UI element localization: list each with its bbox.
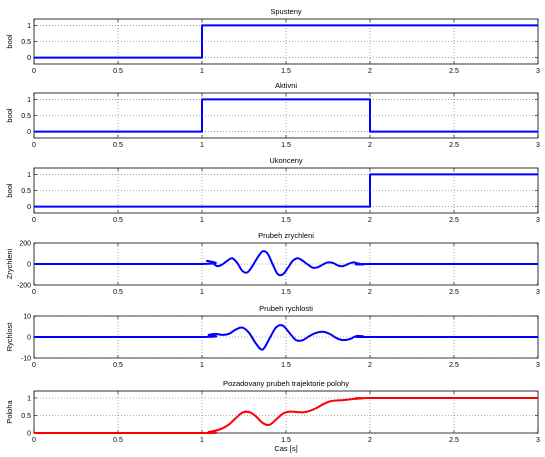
- x-tick-label: 3: [536, 142, 540, 149]
- x-tick-label: 0.5: [113, 362, 123, 369]
- x-tick-label: 1: [200, 68, 204, 75]
- series-line: [34, 98, 538, 133]
- x-tick-label: 0.5: [113, 68, 123, 75]
- subplot-title: Prubeh zrychleni: [258, 231, 314, 240]
- y-axis-label: bool: [5, 108, 14, 123]
- x-tick-label: 2.5: [449, 437, 459, 444]
- y-tick-label: 0: [27, 335, 31, 342]
- y-tick-label: 1: [27, 172, 31, 179]
- x-tick-label: 1.5: [281, 217, 291, 224]
- x-tick-label: 1: [200, 217, 204, 224]
- subplot-2: 0 0.5 1 1.5 2 2.5 3 0 0.5 1 Aktivni bool: [5, 81, 540, 149]
- subplot-title: Pozadovany prubeh trajektorie polohy: [223, 379, 349, 388]
- subplot-title: Ukonceny: [269, 156, 303, 165]
- x-axis-label: Cas [s]: [274, 444, 297, 453]
- subplot-3: 0 0.5 1 1.5 2 2.5 3 0 0.5 1 Ukonceny bool: [5, 156, 540, 224]
- x-tick-label: 2: [368, 142, 372, 149]
- x-tick-label: 0.5: [113, 142, 123, 149]
- y-axis-label: Poloha: [5, 399, 14, 423]
- y-tick-label: 0.5: [21, 113, 31, 120]
- subplot-1: 0 0.5 1 1.5 2 2.5 3 0 0.5 1 Spusteny bool: [5, 7, 540, 75]
- x-tick-label: 1: [200, 142, 204, 149]
- x-tick-label: 0: [32, 142, 36, 149]
- subplot-title: Spusteny: [270, 7, 302, 16]
- y-tick-label: 0: [27, 204, 31, 211]
- x-tick-label: 2: [368, 217, 372, 224]
- x-tick-label: 0.5: [113, 437, 123, 444]
- x-tick-label: 3: [536, 362, 540, 369]
- y-tick-label: 1: [27, 97, 31, 104]
- x-tick-label: 3: [536, 437, 540, 444]
- subplot-title: Prubeh rychlosti: [259, 304, 313, 313]
- x-tick-label: 0.5: [113, 289, 123, 296]
- series-line: [34, 397, 538, 434]
- x-tick-label: 2.5: [449, 68, 459, 75]
- y-tick-label: 0: [27, 55, 31, 62]
- y-tick-label: 10: [23, 314, 31, 321]
- x-tick-label: 1: [200, 437, 204, 444]
- x-tick-label: 0: [32, 68, 36, 75]
- x-tick-label: 2.5: [449, 142, 459, 149]
- x-tick-label: 1.5: [281, 437, 291, 444]
- y-axis-label: bool: [5, 183, 14, 198]
- x-tick-label: 1.5: [281, 68, 291, 75]
- y-tick-label: 0.5: [21, 413, 31, 420]
- subplot-title: Aktivni: [275, 81, 297, 90]
- x-tick-label: 1.5: [281, 362, 291, 369]
- y-tick-label: 0.5: [21, 188, 31, 195]
- y-axis-label: Rychlost: [5, 322, 14, 352]
- series-line: [34, 173, 538, 208]
- x-tick-label: 1: [200, 362, 204, 369]
- y-tick-label: 0.5: [21, 39, 31, 46]
- y-tick-label: 0: [27, 262, 31, 269]
- x-tick-label: 1.5: [281, 289, 291, 296]
- y-tick-label: -200: [17, 283, 31, 290]
- x-tick-label: 1: [200, 289, 204, 296]
- x-tick-label: 0: [32, 437, 36, 444]
- x-tick-label: 2.5: [449, 217, 459, 224]
- x-tick-label: 0: [32, 289, 36, 296]
- y-tick-label: -10: [21, 356, 31, 363]
- y-tick-label: 0: [27, 431, 31, 438]
- y-axis-label: bool: [5, 34, 14, 49]
- x-tick-label: 1.5: [281, 142, 291, 149]
- x-tick-label: 2: [368, 362, 372, 369]
- x-tick-label: 3: [536, 289, 540, 296]
- series-line: [34, 24, 538, 59]
- x-tick-label: 2.5: [449, 289, 459, 296]
- x-tick-label: 2.5: [449, 362, 459, 369]
- x-tick-label: 3: [536, 68, 540, 75]
- y-tick-label: 1: [27, 23, 31, 30]
- x-tick-label: 3: [536, 217, 540, 224]
- y-tick-label: 200: [19, 241, 31, 248]
- x-tick-label: 2: [368, 68, 372, 75]
- series-line: [34, 250, 538, 277]
- x-tick-label: 0.5: [113, 217, 123, 224]
- series-line: [34, 324, 538, 351]
- subplot-6: 0 0.5 1 1.5 2 2.5 3 0 0.5 1 Pozadovany prubeh traj…: [5, 379, 540, 453]
- x-tick-label: 0: [32, 217, 36, 224]
- y-tick-label: 1: [27, 396, 31, 403]
- y-tick-label: 0: [27, 129, 31, 136]
- x-tick-label: 0: [32, 362, 36, 369]
- y-axis-label: Zrychleni: [5, 248, 14, 279]
- x-tick-label: 2: [368, 437, 372, 444]
- x-tick-label: 2: [368, 289, 372, 296]
